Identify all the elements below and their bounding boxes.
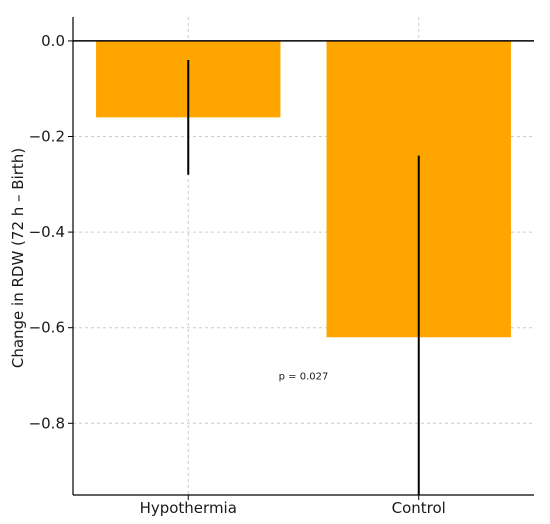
annotation-layer: p = 0.027 bbox=[279, 372, 329, 383]
x-ticks: Hypothermia Control bbox=[140, 495, 446, 517]
y-tick-label: 0.0 bbox=[41, 32, 65, 50]
error-bar-layer bbox=[187, 60, 420, 495]
x-tick-label: Hypothermia bbox=[140, 499, 237, 517]
y-tick-label: −0.6 bbox=[29, 319, 65, 337]
y-ticks: 0.0 −0.2 −0.4 −0.6 −0.8 bbox=[29, 32, 73, 432]
y-tick-label: −0.4 bbox=[29, 223, 65, 241]
y-tick-label: −0.2 bbox=[29, 128, 65, 146]
y-tick-label: −0.8 bbox=[29, 414, 65, 432]
bar-layer bbox=[96, 40, 511, 338]
x-tick-label: Control bbox=[392, 499, 446, 517]
y-axis-label: Change in RDW (72 h – Birth) bbox=[9, 148, 27, 368]
p-value-annotation: p = 0.027 bbox=[279, 372, 329, 383]
